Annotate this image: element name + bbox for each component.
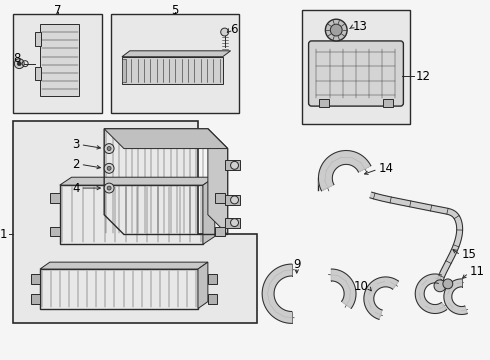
- Circle shape: [104, 163, 114, 173]
- Polygon shape: [60, 177, 215, 185]
- Text: 11: 11: [469, 265, 485, 278]
- Polygon shape: [122, 51, 231, 57]
- Text: 9: 9: [293, 258, 300, 271]
- Polygon shape: [415, 274, 446, 314]
- Bar: [35, 67, 41, 80]
- Circle shape: [231, 161, 239, 169]
- Circle shape: [443, 279, 453, 289]
- Bar: [31, 274, 40, 284]
- Bar: [50, 226, 60, 237]
- Bar: [208, 274, 217, 284]
- Polygon shape: [318, 150, 371, 191]
- Bar: [122, 59, 126, 82]
- Circle shape: [107, 186, 111, 190]
- Text: 7: 7: [54, 4, 62, 17]
- Bar: [35, 32, 41, 46]
- Polygon shape: [444, 279, 467, 315]
- Text: 10: 10: [354, 280, 369, 293]
- Bar: [215, 193, 224, 203]
- Circle shape: [17, 62, 21, 66]
- Circle shape: [107, 147, 111, 150]
- Bar: [302, 10, 410, 124]
- Bar: [224, 161, 241, 170]
- Text: 14: 14: [379, 162, 393, 175]
- Polygon shape: [331, 269, 356, 308]
- Bar: [208, 294, 217, 303]
- Circle shape: [104, 183, 114, 193]
- Bar: [13, 14, 102, 113]
- Circle shape: [231, 196, 239, 204]
- Polygon shape: [364, 277, 398, 319]
- Circle shape: [107, 166, 111, 170]
- Circle shape: [434, 280, 446, 292]
- Text: 6: 6: [231, 23, 238, 36]
- Bar: [60, 185, 203, 244]
- Text: 3: 3: [72, 138, 79, 151]
- FancyBboxPatch shape: [309, 41, 403, 106]
- Text: 8: 8: [13, 52, 21, 65]
- Bar: [224, 218, 241, 228]
- Polygon shape: [40, 24, 79, 96]
- Polygon shape: [208, 129, 228, 234]
- Bar: [111, 14, 240, 113]
- Bar: [122, 57, 222, 84]
- Text: 12: 12: [415, 70, 430, 83]
- Circle shape: [330, 24, 342, 36]
- Bar: [319, 99, 329, 107]
- Bar: [224, 195, 241, 205]
- Circle shape: [14, 59, 24, 69]
- Polygon shape: [203, 177, 215, 244]
- Text: 15: 15: [462, 248, 477, 261]
- Polygon shape: [370, 192, 463, 284]
- Circle shape: [220, 28, 229, 36]
- Polygon shape: [198, 262, 208, 309]
- Bar: [31, 294, 40, 303]
- Polygon shape: [104, 129, 228, 149]
- Polygon shape: [262, 264, 292, 323]
- Polygon shape: [13, 121, 257, 323]
- Polygon shape: [40, 262, 208, 269]
- Circle shape: [325, 19, 347, 41]
- Bar: [383, 99, 392, 107]
- Text: 1: 1: [0, 228, 7, 241]
- Text: 5: 5: [172, 4, 179, 17]
- Bar: [40, 269, 198, 309]
- Bar: [50, 193, 60, 203]
- Text: 13: 13: [353, 19, 368, 33]
- Circle shape: [231, 219, 239, 226]
- Bar: [215, 226, 224, 237]
- Text: 2: 2: [72, 158, 79, 171]
- Text: 4: 4: [72, 181, 79, 194]
- Circle shape: [104, 144, 114, 153]
